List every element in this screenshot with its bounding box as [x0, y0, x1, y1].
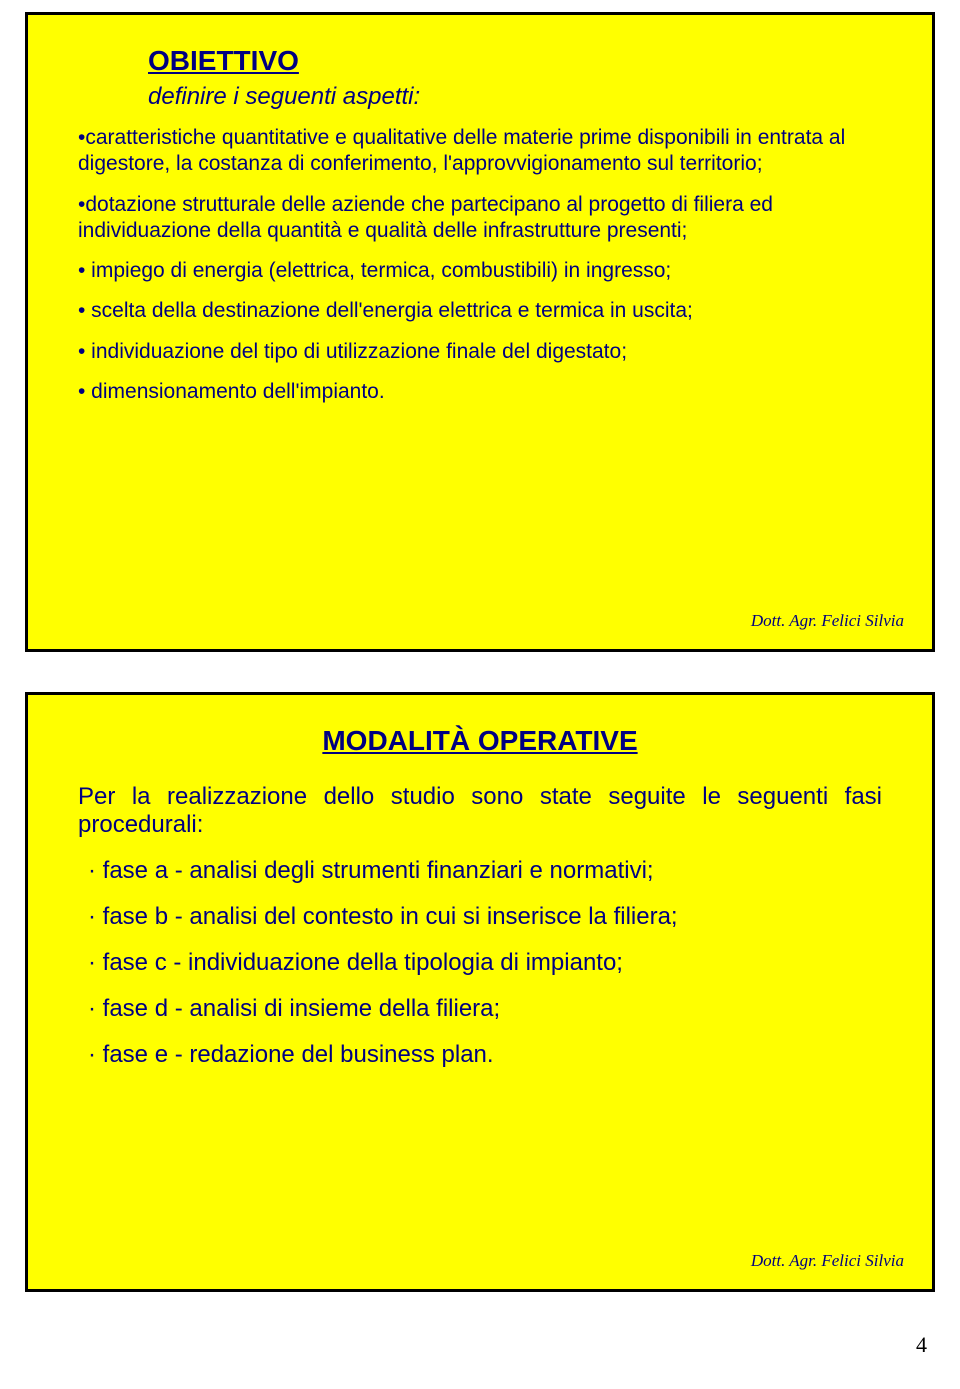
slide-modalita: MODALITÀ OPERATIVE Per la realizzazione …: [25, 692, 935, 1292]
bullet-list: •caratteristiche quantitative e qualitat…: [78, 125, 882, 405]
bullet-item: • scelta della destinazione dell'energia…: [78, 298, 882, 324]
bullet-item: • dimensionamento dell'impianto.: [78, 379, 882, 405]
bullet-item: •dotazione strutturale delle aziende che…: [78, 192, 882, 245]
bullet-item: · fase b - analisi del contesto in cui s…: [78, 903, 882, 931]
title-wrap: OBIETTIVO: [78, 45, 882, 83]
attribution: Dott. Agr. Felici Silvia: [751, 1251, 904, 1271]
slide-title: OBIETTIVO: [148, 45, 299, 77]
intro-text: Per la realizzazione dello studio sono s…: [78, 783, 882, 839]
bullet-item: • individuazione del tipo di utilizzazio…: [78, 339, 882, 365]
attribution: Dott. Agr. Felici Silvia: [751, 611, 904, 631]
slide-obiettivo: OBIETTIVO definire i seguenti aspetti: •…: [25, 12, 935, 652]
page-number: 4: [25, 1332, 935, 1358]
slide-subtitle: definire i seguenti aspetti:: [78, 83, 882, 111]
bullet-item: · fase c - individuazione della tipologi…: [78, 949, 882, 977]
bullet-item: · fase a - analisi degli strumenti finan…: [78, 857, 882, 885]
bullet-list: · fase a - analisi degli strumenti finan…: [78, 857, 882, 1069]
slide-title: MODALITÀ OPERATIVE: [322, 725, 637, 757]
bullet-item: · fase e - redazione del business plan.: [78, 1041, 882, 1069]
title-wrap: MODALITÀ OPERATIVE: [78, 725, 882, 763]
bullet-item: • impiego di energia (elettrica, termica…: [78, 258, 882, 284]
bullet-item: · fase d - analisi di insieme della fili…: [78, 995, 882, 1023]
bullet-item: •caratteristiche quantitative e qualitat…: [78, 125, 882, 178]
